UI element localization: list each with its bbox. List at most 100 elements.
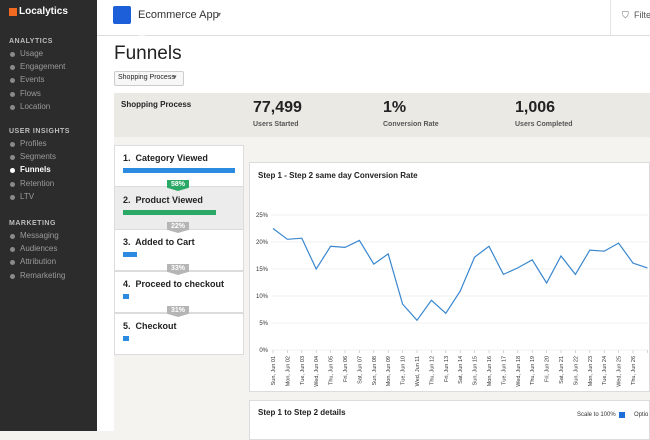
section-title: USER INSIGHTS bbox=[9, 128, 70, 135]
nav-item[interactable]: Segments bbox=[20, 152, 57, 162]
nav-item[interactable]: Funnels bbox=[20, 165, 51, 175]
options[interactable]: Optio bbox=[634, 412, 649, 418]
y-tick-label: 20% bbox=[256, 240, 269, 246]
section-title: MARKETING bbox=[9, 220, 56, 227]
nav-icon bbox=[10, 91, 15, 97]
funnel-step[interactable]: 3. Added to Cart bbox=[123, 237, 195, 247]
line bbox=[272, 228, 648, 322]
x-tick-label: Tue, Jun 03 bbox=[300, 356, 306, 385]
nav-icon bbox=[10, 52, 15, 57]
details-title: Step 1 to Step 2 details bbox=[258, 408, 346, 417]
nav-item[interactable]: Flows bbox=[20, 88, 41, 98]
funnel-step[interactable]: 4. Proceed to checkout bbox=[123, 279, 225, 289]
dropdown-label: Shopping Process bbox=[118, 74, 175, 81]
conversion-badge: 22% bbox=[167, 222, 189, 233]
app-name[interactable]: Ecommerce App bbox=[138, 9, 219, 21]
nav-item[interactable]: Retention bbox=[20, 178, 55, 188]
dropdown[interactable]: Shopping Process ▾ bbox=[114, 71, 184, 86]
stat-label: Users Started bbox=[253, 121, 299, 128]
details-panel bbox=[249, 400, 650, 440]
x-tick-label: Sat, Jun 21 bbox=[559, 356, 565, 384]
funnel-step[interactable]: 5. Checkout bbox=[123, 321, 177, 331]
x-tick-label: Wed, Jun 25 bbox=[617, 356, 623, 387]
x-tick-label: Mon, Jun 02 bbox=[285, 356, 291, 386]
nav-item[interactable]: Audiences bbox=[20, 244, 58, 254]
chart-panel bbox=[249, 162, 650, 392]
y-tick-label: 10% bbox=[256, 294, 269, 300]
nav-item[interactable]: Remarketing bbox=[20, 270, 66, 280]
filter-icon[interactable]: ⛉ bbox=[622, 10, 629, 20]
conversion-badge: 33% bbox=[167, 264, 189, 275]
nav-icon bbox=[10, 78, 15, 84]
x-tick-label: Tue, Jun 17 bbox=[501, 356, 507, 385]
funnel-step[interactable]: 1. Category Viewed bbox=[123, 153, 208, 163]
x-tick-label: Sun, Jun 08 bbox=[372, 356, 378, 385]
funnel-bar bbox=[123, 336, 129, 341]
x-tick-label: Sat, Jun 14 bbox=[458, 356, 464, 384]
stat-label: Users Completed bbox=[515, 121, 573, 128]
y-tick-label: 0% bbox=[259, 348, 268, 354]
funnel-bar bbox=[123, 210, 216, 215]
top-bar: Ecommerce App ▾ ⛉ Filte bbox=[97, 0, 650, 39]
nav-icon bbox=[10, 142, 15, 147]
x-tick-label: Sun, Jun 01 bbox=[271, 356, 277, 385]
stat-label: Conversion Rate bbox=[383, 121, 439, 128]
nav-icon bbox=[10, 260, 15, 266]
line-chart: 0% 5% 10% 15% 20% 25% Sun, Jun 01 Mon, Jun 02 Tu… bbox=[256, 213, 650, 387]
divider bbox=[610, 0, 611, 35]
nav-item[interactable]: LTV bbox=[20, 191, 35, 201]
nav-item[interactable]: Engagement bbox=[20, 62, 66, 72]
x-tick-label: Tue, Jun 10 bbox=[401, 356, 407, 385]
funnel-step-box bbox=[114, 313, 244, 355]
x-tick-label: Sat, Jun 07 bbox=[357, 356, 363, 384]
x-tick-label: Thu, Jun 05 bbox=[329, 356, 335, 385]
main: Funnels Shopping Process ▾ Shopping Proc… bbox=[97, 36, 650, 440]
nav-icon bbox=[10, 168, 15, 174]
dropdown-caret: ▾ bbox=[173, 74, 177, 81]
sidebar: Localytics ANALYTICS Usage Engagement Event… bbox=[0, 0, 97, 431]
conversion-badge: 58% bbox=[167, 180, 189, 191]
section-title: ANALYTICS bbox=[9, 38, 53, 45]
x-tick-label: Mon, Jun 23 bbox=[588, 356, 594, 386]
nav-item[interactable]: Usage bbox=[20, 49, 44, 58]
y-tick-label: 5% bbox=[259, 321, 268, 327]
app-caret[interactable]: ▾ bbox=[217, 10, 222, 19]
scale-checkbox[interactable] bbox=[619, 412, 625, 418]
funnel-step[interactable]: 2. Product Viewed bbox=[123, 195, 203, 205]
nav-icon bbox=[10, 194, 15, 200]
stat-value: 1% bbox=[383, 99, 407, 116]
x-tick-label: Sun, Jun 15 bbox=[473, 356, 479, 385]
y-tick-label: 25% bbox=[256, 213, 269, 219]
x-tick-label: Thu, Jun 12 bbox=[429, 356, 435, 385]
x-tick-label: Fri, Jun 20 bbox=[545, 356, 551, 382]
x-tick-label: Thu, Jun 26 bbox=[631, 356, 637, 385]
y-tick-label: 15% bbox=[256, 267, 269, 273]
x-tick-label: Fri, Jun 13 bbox=[444, 356, 450, 382]
x-tick-label: Wed, Jun 18 bbox=[516, 356, 522, 387]
summary-name: Shopping Process bbox=[121, 100, 192, 109]
nav-item[interactable]: Profiles bbox=[20, 139, 47, 148]
stat-value: 1,006 bbox=[515, 99, 556, 116]
app-icon bbox=[113, 6, 147, 39]
funnel-bar bbox=[123, 252, 137, 257]
nav-icon bbox=[10, 104, 15, 110]
nav-item[interactable]: Location bbox=[20, 101, 51, 111]
logo: Localytics bbox=[19, 6, 68, 17]
nav-item[interactable]: Attribution bbox=[20, 257, 57, 267]
filter[interactable]: Filte bbox=[634, 10, 650, 20]
nav-icon bbox=[10, 181, 15, 187]
funnel-bar bbox=[123, 168, 235, 173]
x-tick-label: Wed, Jun 11 bbox=[415, 356, 421, 386]
stat-value: 77,499 bbox=[253, 99, 302, 116]
nav-icon bbox=[10, 273, 15, 279]
nav-icon bbox=[10, 155, 15, 161]
chart-title: Step 1 - Step 2 same day Conversion Rate bbox=[258, 171, 418, 180]
nav-item[interactable]: Events bbox=[20, 75, 45, 85]
x-tick-label: Mon, Jun 09 bbox=[386, 356, 392, 386]
summary-band: Shopping Process bbox=[114, 93, 650, 137]
x-tick-label: Thu, Jun 19 bbox=[530, 356, 536, 385]
nav-item[interactable]: Messaging bbox=[20, 231, 59, 240]
x-tick-label: Sun, Jun 22 bbox=[573, 356, 579, 385]
scale-label: Scale to 100% bbox=[577, 412, 616, 418]
